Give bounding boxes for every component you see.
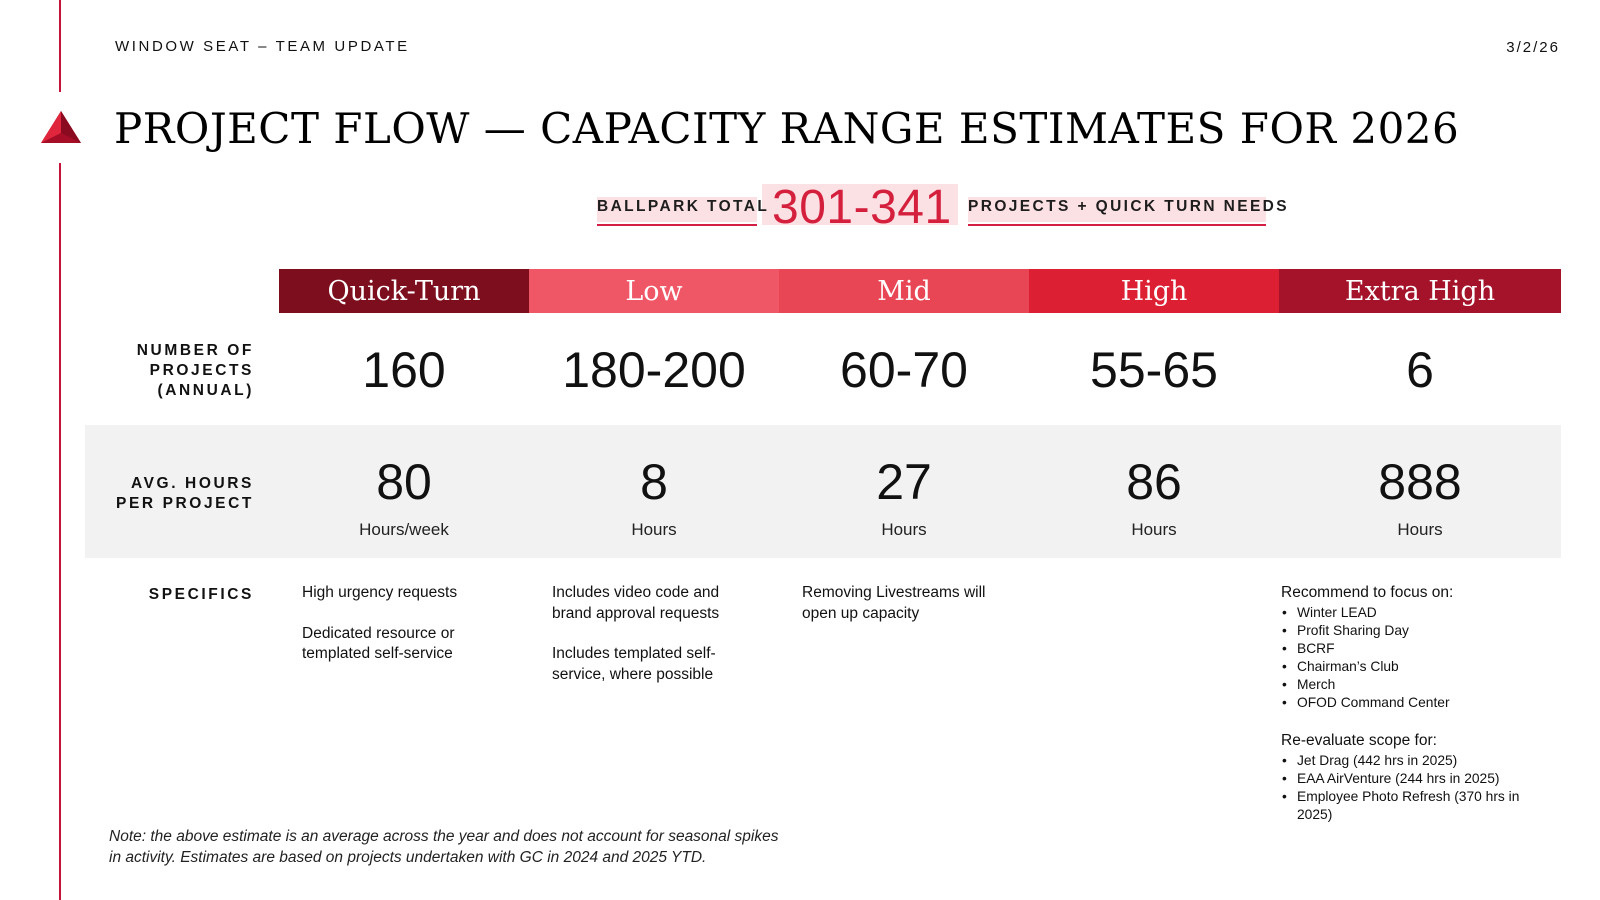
hours-row-band bbox=[85, 425, 1561, 558]
ballpark-right-underline bbox=[968, 224, 1266, 226]
spec-line: Removing Livestreams will bbox=[802, 584, 986, 601]
specifics-quick-turn: High urgency requests Dedicated resource… bbox=[302, 583, 532, 665]
triangle-logo-icon bbox=[41, 111, 81, 143]
reevaluate-heading: Re-evaluate scope for: bbox=[1281, 732, 1437, 749]
row-label-number-of-projects: NUMBER OF PROJECTS (ANNUAL) bbox=[54, 341, 254, 401]
tier-header-mid: Mid bbox=[779, 269, 1029, 313]
list-item: Winter LEAD bbox=[1281, 604, 1551, 622]
list-item: Chairman’s Club bbox=[1281, 658, 1551, 676]
spec-line: open up capacity bbox=[802, 604, 920, 622]
projects-quick-turn: 160 bbox=[279, 345, 529, 395]
list-item: Profit Sharing Day bbox=[1281, 622, 1551, 640]
spec-line: Dedicated resource or bbox=[302, 624, 455, 642]
reevaluate-list: Jet Drag (442 hrs in 2025) EAA AirVentur… bbox=[1281, 752, 1551, 824]
hours-unit: Hours bbox=[1397, 520, 1443, 539]
row-label-line: PROJECTS bbox=[149, 362, 254, 379]
tier-header-high: High bbox=[1029, 269, 1279, 313]
ballpark-number: 301-341 bbox=[772, 181, 952, 234]
spec-line: service, where possible bbox=[552, 665, 714, 683]
list-item: EAA AirVenture (244 hrs in 2025) bbox=[1281, 770, 1551, 788]
left-rule-top bbox=[59, 0, 61, 92]
footnote-line: Note: the above estimate is an average a… bbox=[109, 828, 779, 845]
row-label-line: NUMBER OF bbox=[136, 342, 254, 359]
spec-paragraph: Removing Livestreams will open up capacit… bbox=[802, 583, 1032, 624]
spec-line: Includes templated self- bbox=[552, 645, 716, 662]
projects-value: 60-70 bbox=[840, 342, 968, 398]
row-label-line: PER PROJECT bbox=[116, 495, 254, 512]
row-label-line: AVG. HOURS bbox=[130, 475, 254, 492]
projects-high: 55-65 bbox=[1029, 345, 1279, 395]
hours-value: 86 bbox=[1126, 454, 1182, 510]
row-label-avg-hours: AVG. HOURS PER PROJECT bbox=[54, 474, 254, 514]
ballpark-left-underline bbox=[597, 224, 757, 226]
projects-value: 180-200 bbox=[562, 342, 746, 398]
spec-paragraph: High urgency requests bbox=[302, 583, 532, 604]
specifics-mid: Removing Livestreams will open up capacit… bbox=[802, 583, 1032, 624]
spec-paragraph: Includes templated self-service, where p… bbox=[552, 644, 782, 685]
spec-paragraph: Dedicated resource or templated self-serv… bbox=[302, 624, 532, 665]
hours-extra-high: 888 Hours bbox=[1279, 457, 1561, 540]
projects-value: 55-65 bbox=[1090, 342, 1218, 398]
left-rule-bottom bbox=[59, 163, 61, 900]
slide-date: 3/2/26 bbox=[1506, 39, 1560, 56]
footnote: Note: the above estimate is an average a… bbox=[109, 826, 809, 868]
list-item: Merch bbox=[1281, 676, 1551, 694]
footnote-line: in activity. Estimates are based on proj… bbox=[109, 849, 707, 866]
projects-value: 6 bbox=[1406, 342, 1434, 398]
tier-header-low: Low bbox=[529, 269, 779, 313]
ballpark-left-highlight bbox=[597, 197, 757, 222]
focus-list: Winter LEAD Profit Sharing Day BCRF Chai… bbox=[1281, 604, 1551, 712]
hours-high: 86 Hours bbox=[1029, 457, 1279, 540]
hours-unit: Hours bbox=[1131, 520, 1177, 539]
projects-low: 180-200 bbox=[529, 345, 779, 395]
spec-line: templated self-service bbox=[302, 645, 453, 662]
hours-unit: Hours bbox=[631, 520, 677, 539]
row-label-specifics: SPECIFICS bbox=[148, 586, 254, 603]
ballpark-left-label: BALLPARK TOTAL bbox=[597, 198, 770, 215]
list-item: Jet Drag (442 hrs in 2025) bbox=[1281, 752, 1551, 770]
ballpark-right-label: PROJECTS + QUICK TURN NEEDS bbox=[968, 198, 1290, 215]
projects-extra-high: 6 bbox=[1279, 345, 1561, 395]
hours-value: 27 bbox=[876, 454, 932, 510]
spec-paragraph: Includes video code and brand approval re… bbox=[552, 583, 782, 624]
tier-header-extra-high: Extra High bbox=[1279, 269, 1561, 313]
hours-low: 8 Hours bbox=[529, 457, 779, 540]
focus-heading: Recommend to focus on: bbox=[1281, 584, 1454, 601]
tier-header-quick-turn: Quick-Turn bbox=[279, 269, 529, 313]
list-item: BCRF bbox=[1281, 640, 1551, 658]
slide-title: PROJECT FLOW — CAPACITY RANGE ESTIMATES … bbox=[114, 104, 1460, 153]
ballpark-right-highlight bbox=[968, 197, 1266, 222]
specifics-low: Includes video code and brand approval re… bbox=[552, 583, 782, 685]
list-item: Employee Photo Refresh (370 hrs in 2025) bbox=[1281, 788, 1551, 824]
hours-unit: Hours bbox=[881, 520, 927, 539]
spec-line: High urgency requests bbox=[302, 584, 458, 601]
list-item: OFOD Command Center bbox=[1281, 694, 1551, 712]
spec-line: Includes video code and bbox=[552, 584, 720, 601]
hours-value: 8 bbox=[640, 454, 668, 510]
hours-mid: 27 Hours bbox=[779, 457, 1029, 540]
tier-header-row: Quick-Turn Low Mid High Extra High bbox=[279, 269, 1561, 313]
deck-kicker: WINDOW SEAT – TEAM UPDATE bbox=[115, 38, 410, 55]
projects-mid: 60-70 bbox=[779, 345, 1029, 395]
row-label-line: (ANNUAL) bbox=[157, 382, 254, 399]
hours-quick-turn: 80 Hours/week bbox=[279, 457, 529, 540]
specifics-extra-high: Recommend to focus on: Winter LEAD Profi… bbox=[1281, 583, 1551, 824]
hours-value: 888 bbox=[1378, 454, 1462, 510]
hours-unit: Hours/week bbox=[359, 520, 449, 539]
projects-value: 160 bbox=[362, 342, 446, 398]
hours-value: 80 bbox=[376, 454, 432, 510]
ballpark-number-highlight bbox=[762, 184, 958, 225]
spec-line: brand approval requests bbox=[552, 604, 720, 622]
